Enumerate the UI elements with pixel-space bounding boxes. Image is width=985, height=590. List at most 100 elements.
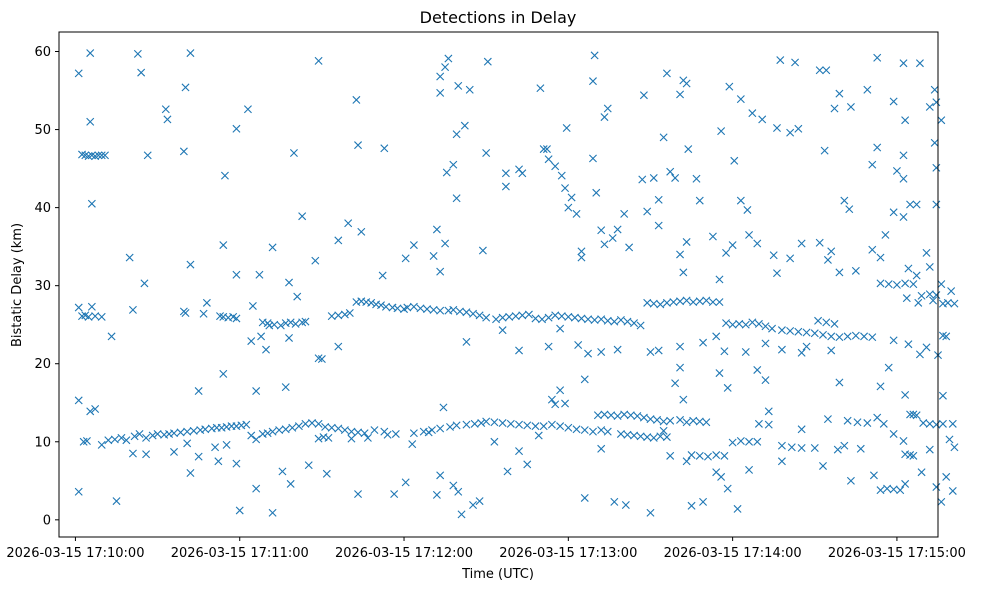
detection-point	[656, 300, 665, 309]
detection-point	[914, 298, 923, 307]
detection-point	[449, 481, 458, 490]
detection-point	[506, 419, 515, 428]
detection-point	[409, 302, 418, 311]
detection-point	[932, 163, 941, 172]
detection-point	[777, 345, 786, 354]
detection-point	[868, 333, 877, 342]
detection-point	[768, 324, 777, 333]
detection-point	[868, 245, 877, 254]
detection-point	[597, 315, 606, 324]
detection-point	[666, 167, 675, 176]
detection-point	[454, 487, 463, 496]
detection-point	[518, 311, 527, 320]
detection-point	[613, 412, 622, 421]
detection-point	[285, 333, 294, 342]
detection-point	[317, 355, 326, 364]
detection-point	[625, 243, 634, 252]
detection-point	[643, 433, 652, 442]
detection-point	[232, 270, 241, 279]
detection-point	[687, 501, 696, 510]
detection-point	[597, 426, 606, 435]
detection-point	[730, 156, 739, 165]
detection-point	[352, 95, 361, 104]
detection-point	[564, 312, 573, 321]
detection-point	[945, 435, 954, 444]
detection-point	[97, 312, 106, 321]
detection-point	[607, 411, 616, 420]
detection-point	[682, 296, 691, 305]
detection-point	[536, 84, 545, 93]
detection-point	[889, 485, 898, 494]
detection-point	[669, 298, 678, 307]
detection-point	[794, 327, 803, 336]
detection-point	[363, 433, 372, 442]
detection-point	[211, 443, 220, 452]
detection-point	[687, 451, 696, 460]
detection-point	[401, 478, 410, 487]
detection-point	[265, 321, 274, 330]
detection-point	[899, 437, 908, 445]
detection-point	[810, 444, 819, 453]
detection-point	[797, 239, 806, 248]
detection-point	[562, 124, 571, 132]
detection-point	[557, 312, 566, 321]
detection-point	[181, 83, 190, 92]
detection-point	[717, 472, 726, 481]
detection-point	[194, 387, 203, 396]
detection-point	[354, 141, 363, 150]
detection-point	[286, 318, 295, 327]
detection-point	[845, 205, 854, 214]
detection-point	[327, 312, 336, 321]
detection-point	[133, 49, 142, 58]
detection-point	[676, 363, 685, 372]
detection-point	[938, 419, 947, 428]
detection-point	[736, 437, 745, 445]
detection-point	[703, 452, 712, 461]
detection-point	[511, 312, 520, 321]
detection-point	[840, 196, 849, 205]
detection-point	[469, 501, 478, 509]
detection-point	[588, 154, 597, 163]
detection-point	[588, 427, 597, 436]
detection-point	[925, 445, 934, 454]
detection-point	[531, 314, 540, 323]
detection-point	[791, 58, 800, 67]
detection-point	[564, 203, 573, 212]
detection-point	[745, 465, 754, 474]
detection-point	[662, 69, 671, 78]
detection-point	[314, 434, 323, 443]
detection-point	[248, 301, 257, 310]
detection-point	[142, 433, 151, 442]
detection-point	[107, 332, 116, 341]
detection-point	[170, 429, 178, 438]
detection-point	[498, 419, 507, 428]
detection-point	[810, 329, 819, 338]
detection-point	[345, 309, 354, 317]
detection-point	[275, 426, 284, 435]
detection-point	[620, 410, 629, 419]
detection-point	[74, 487, 83, 496]
detection-point	[128, 305, 137, 314]
detection-point	[722, 319, 731, 328]
detection-point	[947, 287, 956, 296]
detection-point	[321, 422, 330, 431]
detection-point	[702, 296, 711, 305]
detection-point	[822, 66, 831, 75]
detection-point	[393, 304, 402, 313]
detection-point	[304, 461, 313, 470]
detection-point	[876, 279, 885, 288]
detection-point	[294, 422, 303, 431]
detection-point	[593, 411, 602, 420]
detection-point	[639, 413, 648, 422]
detection-point	[901, 390, 910, 399]
detection-point	[633, 412, 642, 421]
detection-point	[654, 195, 663, 204]
detection-point	[712, 451, 721, 460]
detection-point	[896, 486, 905, 495]
detection-point	[932, 483, 941, 492]
detection-point	[82, 437, 91, 445]
detection-point	[853, 418, 862, 427]
detection-point	[754, 419, 763, 428]
detection-point	[556, 422, 565, 431]
detection-point	[148, 431, 157, 440]
